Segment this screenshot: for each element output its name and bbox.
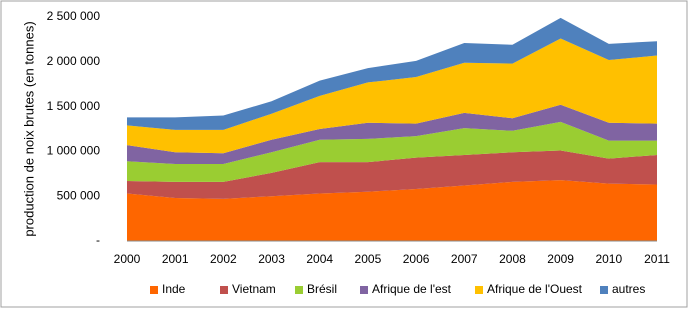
y-tick-label: - — [96, 233, 100, 247]
legend-swatch — [600, 286, 608, 294]
x-tick-label: 2005 — [355, 252, 382, 266]
legend-label: Brésil — [307, 282, 337, 296]
legend-label: autres — [612, 282, 645, 296]
legend-swatch — [295, 286, 303, 294]
area — [127, 180, 657, 241]
legend-label: Afrique de l'Ouest — [487, 282, 583, 296]
area — [127, 17, 657, 130]
y-tick-label: 2 000 000 — [47, 54, 101, 68]
y-tick-label: 2 500 000 — [47, 9, 101, 23]
legend-label: Afrique de l'est — [372, 282, 452, 296]
legend-swatch — [475, 286, 483, 294]
x-tick-label: 2001 — [162, 252, 189, 266]
legend-label: Inde — [162, 282, 186, 296]
x-tick-label: 2000 — [114, 252, 141, 266]
x-tick-label: 2010 — [595, 252, 622, 266]
area — [127, 104, 657, 164]
y-tick-label: 1 500 000 — [47, 99, 101, 113]
legend-label: Vietnam — [232, 282, 276, 296]
area — [127, 38, 657, 154]
x-tick-label: 2008 — [499, 252, 526, 266]
x-tick-label: 2009 — [547, 252, 574, 266]
x-tick-label: 2007 — [451, 252, 478, 266]
x-tick-label: 2003 — [258, 252, 285, 266]
y-tick-label: 500 000 — [57, 188, 101, 202]
x-tick-label: 2006 — [403, 252, 430, 266]
y-tick-label: 1 000 000 — [47, 144, 101, 158]
area — [127, 150, 657, 199]
legend-swatch — [150, 286, 158, 294]
x-tick-label: 2004 — [306, 252, 333, 266]
y-axis-label: production de noix brutes (en tonnes) — [21, 21, 36, 236]
legend-swatch — [360, 286, 368, 294]
x-tick-label: 2011 — [644, 252, 670, 266]
legend-swatch — [220, 286, 228, 294]
x-tick-label: 2002 — [210, 252, 237, 266]
area — [127, 121, 657, 182]
